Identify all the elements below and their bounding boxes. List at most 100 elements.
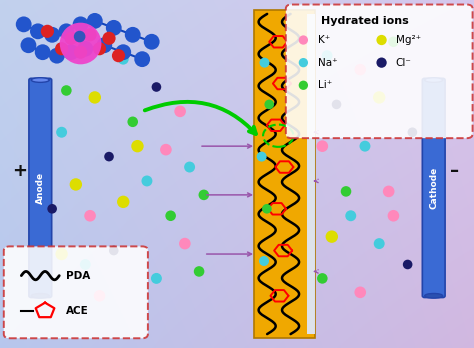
Point	[319, 143, 326, 149]
Point	[261, 60, 268, 65]
Point	[265, 102, 273, 107]
Point	[110, 248, 118, 253]
Point	[86, 32, 94, 38]
Point	[300, 60, 307, 65]
Point	[323, 53, 331, 58]
Text: +: +	[12, 161, 27, 180]
Text: Anode: Anode	[36, 172, 45, 204]
Point	[58, 251, 65, 257]
Point	[67, 49, 75, 55]
Point	[342, 189, 350, 194]
Point	[375, 241, 383, 246]
Ellipse shape	[425, 293, 443, 298]
Point	[91, 95, 99, 100]
Point	[58, 129, 65, 135]
Point	[361, 143, 369, 149]
Point	[195, 269, 203, 274]
Text: Cl⁻: Cl⁻	[396, 58, 411, 68]
Point	[53, 53, 61, 58]
Point	[404, 262, 411, 267]
Point	[91, 18, 99, 24]
Point	[100, 42, 108, 48]
FancyBboxPatch shape	[422, 78, 445, 298]
Point	[319, 276, 326, 281]
Point	[58, 46, 65, 52]
Point	[76, 34, 83, 39]
Point	[258, 154, 265, 159]
Point	[162, 147, 170, 152]
Point	[347, 213, 355, 219]
Point	[119, 199, 127, 205]
Point	[129, 119, 137, 125]
Point	[148, 39, 155, 45]
Bar	[307, 14, 315, 334]
Point	[138, 56, 146, 62]
Point	[356, 290, 364, 295]
Point	[105, 35, 113, 41]
Point	[20, 22, 27, 27]
Point	[375, 95, 383, 100]
Point	[34, 29, 42, 34]
Point	[63, 29, 70, 34]
Point	[67, 35, 75, 41]
Text: K⁺: K⁺	[318, 35, 330, 45]
Point	[260, 258, 268, 264]
Point	[167, 213, 174, 219]
Point	[378, 37, 385, 43]
Point	[25, 42, 32, 48]
Point	[134, 143, 141, 149]
Point	[86, 213, 94, 219]
Point	[77, 41, 84, 46]
Point	[200, 192, 208, 198]
Point	[356, 67, 364, 72]
Point	[153, 84, 160, 90]
Text: PDA: PDA	[66, 271, 91, 280]
Point	[105, 154, 113, 159]
Point	[119, 56, 127, 62]
Point	[409, 129, 416, 135]
FancyBboxPatch shape	[286, 5, 473, 138]
Point	[378, 60, 385, 65]
FancyBboxPatch shape	[4, 246, 148, 338]
Point	[115, 53, 122, 58]
Point	[300, 82, 307, 88]
Text: Na⁺: Na⁺	[318, 58, 337, 68]
Point	[96, 46, 103, 52]
Text: Mg²⁺: Mg²⁺	[396, 35, 421, 45]
Text: Hydrated ions: Hydrated ions	[321, 16, 409, 26]
Point	[385, 189, 392, 194]
Point	[77, 49, 84, 55]
Point	[390, 39, 397, 45]
Point	[119, 49, 127, 55]
Point	[48, 206, 56, 212]
Point	[129, 32, 137, 38]
Point	[153, 276, 160, 281]
Point	[110, 25, 118, 31]
Text: ACE: ACE	[66, 306, 89, 316]
Point	[390, 213, 397, 219]
Point	[300, 37, 307, 43]
Text: Cathode: Cathode	[429, 167, 438, 209]
Point	[333, 102, 340, 107]
Point	[82, 46, 89, 52]
Point	[77, 42, 84, 48]
Point	[77, 22, 84, 27]
Text: –: –	[450, 161, 459, 180]
Point	[63, 88, 70, 93]
Point	[82, 262, 89, 267]
Point	[181, 241, 189, 246]
Point	[44, 29, 51, 34]
Bar	[254, 10, 315, 338]
Point	[143, 178, 151, 184]
Point	[328, 234, 336, 239]
Text: Li⁺: Li⁺	[318, 80, 332, 90]
Point	[186, 164, 193, 170]
Point	[176, 109, 184, 114]
Ellipse shape	[425, 78, 443, 82]
FancyBboxPatch shape	[29, 78, 52, 298]
Point	[39, 49, 46, 55]
Point	[96, 293, 103, 299]
Point	[72, 182, 80, 187]
Point	[263, 206, 271, 212]
Ellipse shape	[31, 293, 49, 298]
